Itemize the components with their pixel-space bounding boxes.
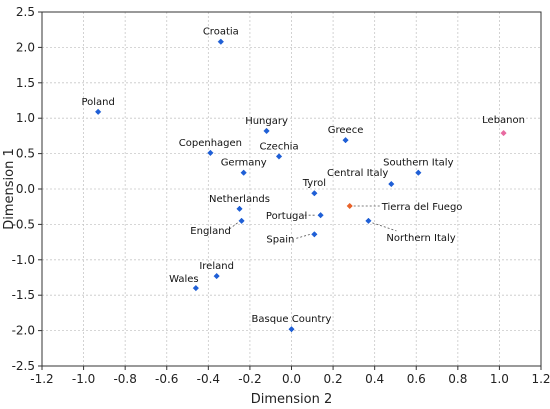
point-label: Tyrol: [302, 178, 326, 189]
point-label: Central Italy: [327, 168, 388, 179]
x-ticks: -1.2 -1.0 -0.8 -0.6 -0.4 -0.2 0.0 0.2 0.4 0.6 0.8 1…: [30, 366, 550, 386]
x-tick-label: -0.4: [197, 372, 220, 386]
data-point: [500, 129, 507, 137]
y-tick-label: 1.0: [16, 111, 35, 125]
x-tick-label: 0.0: [282, 372, 301, 386]
data-point: [388, 180, 395, 188]
x-tick-label: 0.4: [365, 372, 384, 386]
x-tick-label: 0.8: [448, 372, 467, 386]
data-point: [311, 231, 318, 238]
point-label: Czechia: [259, 141, 298, 152]
x-axis-title: Dimension 2: [251, 392, 333, 407]
y-tick-label: 1.5: [16, 76, 35, 90]
data-point: [311, 190, 318, 197]
leader-line: [296, 233, 311, 239]
data-point: [288, 326, 295, 333]
leader-line: [229, 222, 238, 230]
point-label: Germany: [221, 158, 267, 169]
y-tick-label: -1.0: [12, 253, 35, 267]
y-tick-label: -2.0: [12, 324, 35, 338]
point-label: Hungary: [245, 116, 288, 127]
y-tick-label: -2.5: [12, 359, 35, 373]
point-label: Ireland: [199, 261, 234, 272]
y-tick-label: 0.5: [16, 147, 35, 161]
leader-line: [372, 222, 397, 232]
x-tick-label: 1.0: [490, 372, 509, 386]
x-tick-label: -0.8: [113, 372, 136, 386]
data-point: [365, 217, 372, 225]
data-point: [240, 169, 247, 176]
data-point: [275, 153, 283, 160]
x-tick-label: -0.6: [155, 372, 178, 386]
point-label: Portugal: [266, 211, 307, 222]
data-point: [94, 108, 102, 115]
data-point: [213, 272, 220, 280]
leader-lines: [229, 205, 397, 239]
data-point: [238, 217, 245, 225]
data-point: [317, 212, 324, 219]
x-tick-label: 1.2: [531, 372, 550, 386]
point-label: Greece: [328, 125, 364, 136]
point-label: Tierra del Fuego: [381, 202, 463, 213]
data-point: [263, 127, 270, 135]
point-label: Copenhagen: [179, 138, 242, 149]
point-label: Lebanon: [482, 115, 525, 126]
point-label: Poland: [81, 97, 114, 108]
y-tick-label: 2.5: [16, 5, 35, 19]
point-label: Southern Italy: [383, 158, 453, 169]
point-label: Wales: [169, 274, 199, 285]
data-point: [415, 169, 422, 176]
data-points: [94, 38, 507, 333]
data-point: [346, 202, 353, 210]
point-label: Basque Country: [252, 314, 332, 325]
x-tick-label: 0.6: [407, 372, 426, 386]
point-label: Netherlands: [209, 194, 270, 205]
y-tick-label: 0.0: [16, 182, 35, 196]
x-tick-label: -1.0: [72, 372, 95, 386]
point-label: Northern Italy: [386, 233, 455, 244]
point-label: Croatia: [203, 27, 239, 38]
x-tick-label: -0.2: [238, 372, 261, 386]
point-label: England: [190, 226, 231, 237]
data-point: [207, 149, 214, 157]
data-point: [342, 136, 349, 144]
data-point: [217, 38, 224, 45]
data-point: [192, 284, 200, 292]
y-axis-title: Dimension 1: [2, 148, 17, 230]
point-label: Spain: [266, 234, 294, 245]
y-tick-label: -1.5: [12, 288, 35, 302]
grid: [42, 12, 541, 366]
x-tick-label: -1.2: [30, 372, 53, 386]
y-tick-label: -0.5: [12, 217, 35, 231]
y-tick-label: 2.0: [16, 40, 35, 54]
x-tick-label: 0.2: [324, 372, 343, 386]
data-point: [236, 205, 243, 212]
y-ticks: 2.5 2.0 1.5 1.0 0.5 0.0 -0.5 -1.0 -1.5 -2.0 -2.5: [12, 5, 42, 373]
